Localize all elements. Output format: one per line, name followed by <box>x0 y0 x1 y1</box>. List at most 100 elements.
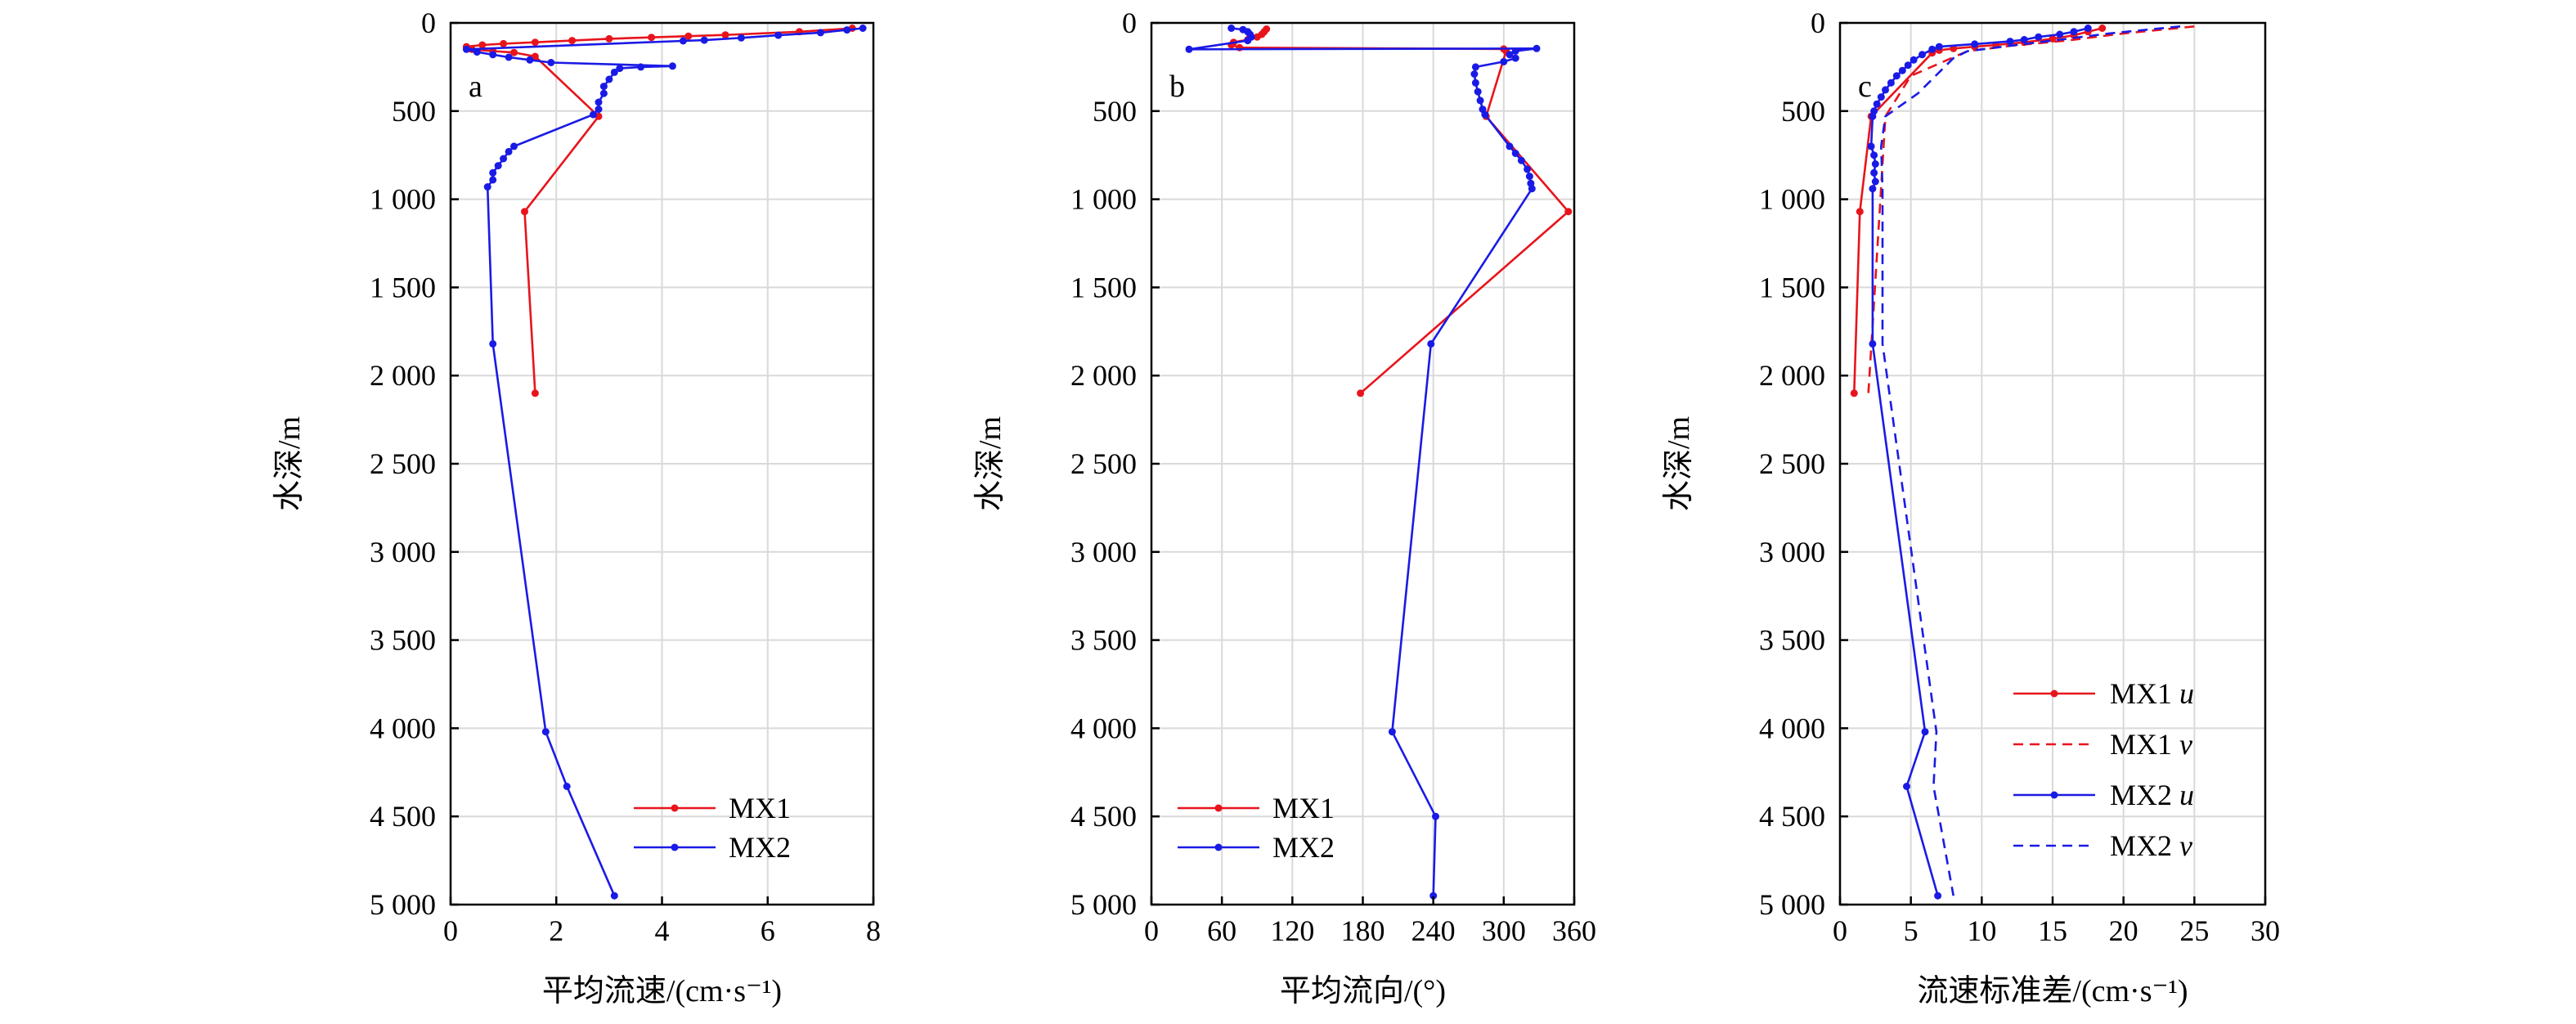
data-point <box>1887 79 1895 87</box>
data-point <box>1882 86 1889 94</box>
data-point <box>505 147 513 155</box>
data-point <box>1892 72 1901 80</box>
data-point <box>1867 142 1875 150</box>
y-tick-label: 2 500 <box>1759 447 1825 480</box>
data-point <box>510 48 518 56</box>
data-point <box>531 38 539 47</box>
data-point <box>595 106 603 114</box>
y-tick-label: 3 000 <box>1759 536 1825 568</box>
data-point <box>737 34 745 42</box>
chart-panel-b: 0 60 120 180 240 300 360 0 500 1 000 1 500 2 000 2 5… <box>973 7 1596 1008</box>
y-tick-label: 0 <box>1811 7 1825 39</box>
x-tick-label: 60 <box>1207 914 1236 947</box>
data-point <box>1870 151 1878 159</box>
legend-swatch-marker <box>1214 804 1223 812</box>
data-point <box>1474 88 1482 96</box>
data-point <box>526 56 534 64</box>
data-point <box>1921 728 1929 736</box>
x-tick-label: 25 <box>2179 914 2209 947</box>
data-point <box>668 62 676 70</box>
x-axis-title: 平均流向/(°) <box>1280 974 1446 1008</box>
data-point <box>1481 110 1489 119</box>
legend-label-prefix: MX2 <box>2110 779 2179 811</box>
data-point <box>599 89 608 97</box>
y-tick-label: 1 500 <box>1759 271 1825 303</box>
y-tick-label: 3 000 <box>370 536 436 568</box>
data-point <box>2070 28 2078 36</box>
y-tick-label: 4 000 <box>1070 712 1137 744</box>
series-line-mx2-v <box>1880 25 2181 896</box>
series-line-mx1-v <box>1867 25 2195 393</box>
data-point <box>1910 56 1918 64</box>
x-tick-label: 8 <box>866 914 881 947</box>
panel-letter: c <box>1858 70 1872 104</box>
legend-label: MX1 v <box>2110 728 2192 761</box>
data-point <box>1873 100 1881 108</box>
data-point <box>483 183 491 191</box>
data-point <box>541 728 550 736</box>
series-line-mx1 <box>465 27 853 393</box>
x-tick-label: 240 <box>1411 914 1456 947</box>
y-tick-label: 4 000 <box>370 712 436 744</box>
x-axis-title: 流速标准差/(cm·s⁻¹) <box>1917 974 2188 1008</box>
data-point <box>1506 142 1514 150</box>
data-point <box>1928 45 1936 53</box>
data-point <box>2098 25 2107 32</box>
panel-letter: a <box>469 70 482 104</box>
data-point <box>1506 51 1514 59</box>
data-point <box>1919 51 1926 59</box>
data-point <box>2020 36 2028 43</box>
data-point <box>1871 177 1879 186</box>
data-point <box>599 83 608 91</box>
data-point <box>1227 25 1236 32</box>
data-point <box>1877 93 1885 101</box>
y-tick-label: 4 500 <box>1070 800 1137 833</box>
data-point <box>1432 812 1439 820</box>
y-axis-title: 水深/m <box>1662 416 1696 511</box>
data-point <box>547 59 555 66</box>
data-point <box>1511 47 1519 55</box>
legend-label: MX2 u <box>2110 779 2194 811</box>
y-axis-title: 水深/m <box>272 416 307 511</box>
data-point <box>1470 70 1479 78</box>
data-point <box>489 51 497 59</box>
y-tick-label: 2 500 <box>370 447 436 480</box>
data-point <box>2049 34 2057 43</box>
data-point <box>2006 38 2014 46</box>
data-point <box>494 162 502 170</box>
y-tick-label: 5 000 <box>370 888 436 921</box>
y-tick-label: 1 000 <box>370 183 436 216</box>
y-tick-label: 3 500 <box>1759 624 1825 657</box>
data-point <box>1524 165 1532 173</box>
y-tick-label: 2 500 <box>1070 447 1137 480</box>
data-point <box>1185 45 1193 53</box>
data-point <box>1869 339 1877 348</box>
data-point <box>843 26 851 34</box>
y-axis-title: 水深/m <box>973 416 1008 511</box>
data-point <box>1476 97 1484 105</box>
data-point <box>1253 33 1261 41</box>
data-point <box>1869 112 1877 120</box>
data-point <box>500 155 508 163</box>
x-tick-label: 0 <box>1833 914 1847 947</box>
data-point <box>1903 783 1910 790</box>
data-point <box>563 783 571 790</box>
x-tick-label: 4 <box>655 914 670 947</box>
data-point <box>1904 61 1912 70</box>
y-tick-label: 4 000 <box>1759 712 1825 744</box>
data-point <box>1856 208 1864 216</box>
x-tick-label: 0 <box>443 914 458 947</box>
y-tick-label: 500 <box>392 95 436 128</box>
y-tick-label: 4 500 <box>1759 800 1825 833</box>
x-tick-label: 30 <box>2251 914 2280 947</box>
data-point <box>505 53 513 61</box>
legend-label: MX2 <box>729 831 791 864</box>
legend-swatch-marker <box>2050 791 2058 799</box>
data-point <box>721 31 729 39</box>
data-point <box>531 52 539 61</box>
data-point <box>489 339 497 348</box>
data-point <box>1517 156 1525 164</box>
